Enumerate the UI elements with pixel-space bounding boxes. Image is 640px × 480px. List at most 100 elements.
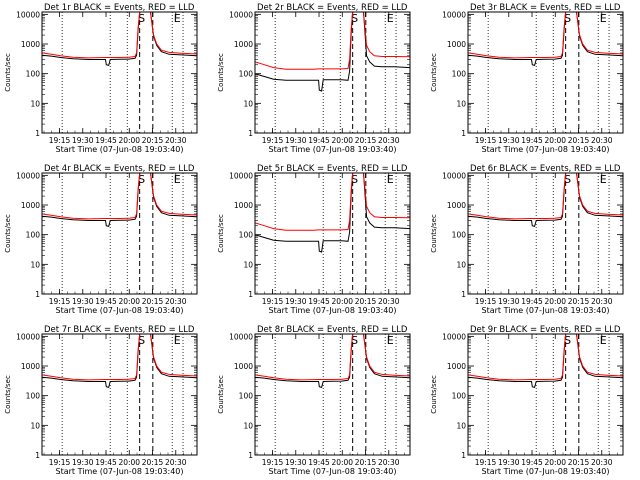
x-axis-label: Start Time (07-Jun-08 19:03:40): [482, 306, 610, 315]
lld-series-line: [468, 12, 623, 59]
marker-s: S: [138, 12, 145, 25]
events-series-line: [42, 12, 197, 67]
y-tick-label: 10000: [442, 10, 466, 19]
panel-title: Det 5r BLACK = Events, RED = LLD: [257, 164, 408, 174]
plot-frame: [41, 333, 198, 456]
x-tick-label: 20:30: [378, 458, 400, 467]
panel-3: Det 3r BLACK = Events, RED = LLD 1 10 100 10…: [430, 3, 624, 154]
lld-series-line: [42, 173, 197, 220]
plot-frame: [254, 172, 411, 295]
y-tick-label: 10: [30, 99, 40, 108]
x-tick-label: 20:00: [118, 458, 140, 467]
panel-title: Det 7r BLACK = Events, RED = LLD: [44, 325, 195, 335]
lld-series-line: [42, 12, 197, 59]
events-series-line: [255, 12, 410, 92]
x-tick-label: 19:30: [285, 297, 307, 306]
panel-1: Det 1r BLACK = Events, RED = LLD 1 10 100 10…: [4, 3, 198, 154]
y-tick-label: 10: [30, 421, 40, 430]
y-tick-label: 100: [26, 231, 41, 240]
marker-s: S: [138, 334, 145, 347]
y-tick-label: 1000: [447, 40, 466, 49]
y-tick-label: 10: [456, 260, 466, 269]
y-axis-label: Counts/sec: [4, 214, 12, 253]
marker-e: E: [174, 334, 181, 347]
lld-series-line: [255, 334, 410, 381]
plot-frame: [254, 11, 411, 134]
x-tick-label: 19:45: [521, 458, 543, 467]
y-tick-label: 10000: [229, 10, 253, 19]
y-tick-label: 1000: [234, 40, 253, 49]
events-series-line: [42, 173, 197, 228]
x-tick-label: 19:15: [262, 136, 284, 145]
y-tick-label: 10000: [16, 332, 40, 341]
plot-frame: [467, 172, 624, 295]
x-tick-label: 20:15: [142, 136, 164, 145]
y-axis-label: Counts/sec: [217, 214, 225, 253]
x-axis-label: Start Time (07-Jun-08 19:03:40): [482, 145, 610, 154]
lld-series-line: [468, 334, 623, 381]
x-tick-label: 19:30: [498, 458, 520, 467]
lld-series-line: [42, 334, 197, 381]
marker-e: E: [600, 334, 607, 347]
x-tick-label: 19:45: [308, 136, 330, 145]
y-tick-label: 1000: [234, 201, 253, 210]
y-axis-label: Counts/sec: [4, 375, 12, 414]
x-axis-label: Start Time (07-Jun-08 19:03:40): [482, 467, 610, 476]
data-area: [255, 334, 410, 389]
x-tick-label: 20:00: [331, 297, 353, 306]
y-tick-label: 100: [26, 70, 41, 79]
panel-title: Det 8r BLACK = Events, RED = LLD: [257, 325, 408, 335]
panel-title: Det 9r BLACK = Events, RED = LLD: [470, 325, 621, 335]
x-axis-label: Start Time (07-Jun-08 19:03:40): [56, 306, 184, 315]
x-tick-label: 20:15: [355, 297, 377, 306]
x-tick-label: 19:30: [285, 136, 307, 145]
panel-6: Det 6r BLACK = Events, RED = LLD 1 10 100 10…: [430, 164, 624, 315]
x-tick-label: 20:30: [165, 136, 187, 145]
y-axis-label: Counts/sec: [430, 375, 438, 414]
data-area: [468, 334, 623, 389]
y-tick-label: 10000: [16, 171, 40, 180]
y-tick-label: 1: [35, 451, 40, 460]
y-tick-label: 1: [35, 129, 40, 138]
x-tick-label: 19:45: [521, 297, 543, 306]
data-area: [42, 12, 197, 67]
panel-7: Det 7r BLACK = Events, RED = LLD 1 10 100 10…: [4, 325, 198, 476]
x-tick-label: 20:15: [142, 297, 164, 306]
marker-e: E: [387, 12, 394, 25]
y-tick-label: 10: [456, 99, 466, 108]
x-tick-label: 20:30: [591, 136, 613, 145]
x-tick-label: 20:30: [165, 297, 187, 306]
events-series-line: [255, 173, 410, 253]
marker-e: E: [174, 12, 181, 25]
x-tick-label: 19:15: [49, 458, 71, 467]
plot-frame: [41, 172, 198, 295]
y-tick-label: 1: [35, 290, 40, 299]
x-tick-label: 20:30: [591, 458, 613, 467]
y-tick-label: 1: [248, 451, 253, 460]
panel-8: Det 8r BLACK = Events, RED = LLD 1 10 100 10…: [217, 325, 411, 476]
x-tick-label: 20:00: [331, 458, 353, 467]
y-tick-label: 10000: [229, 332, 253, 341]
panel-9: Det 9r BLACK = Events, RED = LLD 1 10 100 10…: [430, 325, 624, 476]
x-tick-label: 19:30: [285, 458, 307, 467]
marker-s: S: [351, 173, 358, 186]
events-series-line: [42, 334, 197, 389]
y-tick-label: 1000: [21, 40, 40, 49]
y-tick-label: 1000: [234, 362, 253, 371]
y-axis-label: Counts/sec: [217, 375, 225, 414]
x-tick-label: 20:30: [165, 458, 187, 467]
y-tick-label: 100: [452, 70, 467, 79]
events-series-line: [468, 334, 623, 389]
marker-e: E: [174, 173, 181, 186]
x-tick-label: 19:45: [521, 136, 543, 145]
x-tick-label: 19:15: [475, 297, 497, 306]
x-tick-label: 19:15: [262, 297, 284, 306]
events-series-line: [468, 12, 623, 67]
marker-s: S: [351, 12, 358, 25]
y-tick-label: 10: [243, 421, 253, 430]
y-tick-label: 100: [239, 392, 254, 401]
x-tick-label: 20:15: [568, 136, 590, 145]
x-tick-label: 20:00: [544, 136, 566, 145]
panel-2: Det 2r BLACK = Events, RED = LLD 1 10 100 10…: [217, 3, 411, 154]
